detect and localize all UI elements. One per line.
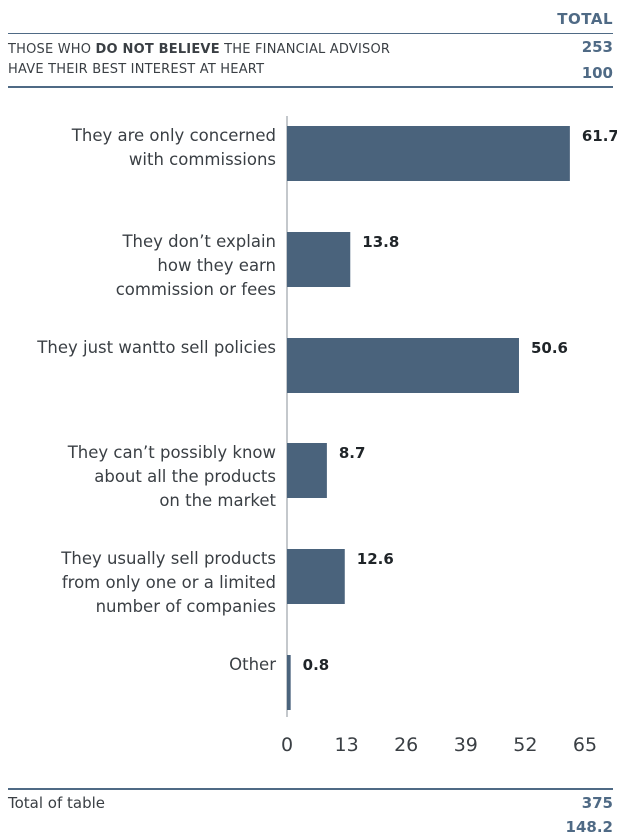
bar-3 <box>287 338 519 393</box>
bar-value-label-6: 0.8 <box>303 656 330 674</box>
category-label-4-line-3: on the market <box>159 491 276 510</box>
question-text-post: THE FINANCIAL ADVISOR <box>219 42 391 57</box>
bar-value-label-4: 8.7 <box>339 444 366 462</box>
bar-value-label-5: 12.6 <box>357 550 394 568</box>
x-tick-label-6: 65 <box>573 734 597 756</box>
category-label-5-line-3: number of companies <box>96 597 276 616</box>
category-label-4-line-1: They can’t possibly know <box>67 443 276 462</box>
x-tick-label-1: 0 <box>281 734 293 756</box>
question-line-2: HAVE THEIR BEST INTEREST AT HEART <box>8 62 265 77</box>
category-label-2-line-3: commission or fees <box>116 280 276 299</box>
total-count: 375 <box>581 794 613 812</box>
x-tick-label-4: 39 <box>454 734 478 756</box>
category-label-2-line-2: how they earn <box>157 256 276 275</box>
total-of-table-label: Total of table <box>8 794 106 812</box>
bar-value-label-1: 61.7 <box>582 127 617 145</box>
x-tick-label-5: 52 <box>513 734 537 756</box>
question-text-bold: DO NOT BELIEVE <box>95 42 220 57</box>
category-label-1-line-2: with commissions <box>129 150 276 169</box>
category-label-6-line-1: Other <box>229 655 276 674</box>
bar-2 <box>287 232 351 287</box>
bar-1 <box>287 126 570 181</box>
category-label-2-line-1: They don’t explain <box>121 232 276 251</box>
category-label-5-line-2: from only one or a limited <box>62 573 276 592</box>
category-label-4-line-2: about all the products <box>94 467 276 486</box>
bar-value-label-3: 50.6 <box>531 339 568 357</box>
bar-4 <box>287 443 327 498</box>
category-label-1-line-1: They are only concerned <box>71 126 276 145</box>
base-percent: 100 <box>581 64 613 82</box>
category-label-5-line-1: They usually sell products <box>60 549 276 568</box>
bar-6 <box>287 655 291 710</box>
total-percent: 148.2 <box>565 818 613 836</box>
x-tick-label-3: 26 <box>394 734 418 756</box>
total-header-rule <box>8 33 613 34</box>
base-count: 253 <box>581 38 613 56</box>
total-column-header: TOTAL <box>557 10 613 28</box>
category-label-3-line-1: They just wantto sell policies <box>36 338 276 357</box>
question-line-1: THOSE WHO DO NOT BELIEVE THE FINANCIAL A… <box>8 42 390 57</box>
footer-rule <box>8 788 613 790</box>
question-text-pre: THOSE WHO <box>8 42 96 57</box>
bar-5 <box>287 549 345 604</box>
bar-value-label-2: 13.8 <box>362 233 399 251</box>
header-rule <box>8 86 613 88</box>
x-tick-label-2: 13 <box>335 734 359 756</box>
